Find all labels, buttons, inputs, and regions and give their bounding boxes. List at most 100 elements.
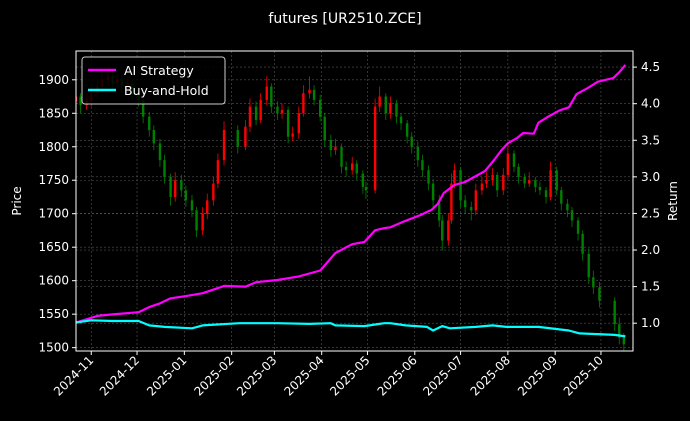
- x-tick-label: 2025-06: [375, 353, 420, 398]
- candle-body: [431, 183, 435, 201]
- candle-body: [361, 173, 365, 187]
- series-line-ai-strategy: [76, 64, 627, 324]
- candle-body: [480, 183, 484, 191]
- candle-body: [302, 93, 305, 114]
- x-tick-label: 2025-07: [420, 353, 465, 398]
- candle-body: [463, 200, 467, 208]
- x-tick-label: 2025-02: [191, 353, 236, 398]
- candle-body: [421, 160, 424, 171]
- candle-body: [195, 210, 198, 231]
- candle-body: [329, 140, 333, 151]
- return-lines: [76, 64, 627, 338]
- x-tick-label: 2025-01: [144, 353, 189, 398]
- candle-body: [323, 116, 326, 141]
- candle-body: [308, 89, 311, 94]
- candle-body: [470, 207, 473, 211]
- candle-body: [447, 220, 450, 241]
- y-left-tick-label: 1800: [38, 140, 69, 154]
- candle-body: [592, 277, 595, 288]
- candle-body: [544, 190, 548, 197]
- y-right-tick-label: 2.0: [641, 243, 660, 257]
- candle-body: [528, 180, 531, 184]
- x-tick-label: 2025-10: [561, 353, 606, 398]
- candle-body: [450, 183, 453, 221]
- candle-body: [405, 123, 409, 137]
- candle-body: [148, 116, 151, 131]
- candle-body: [201, 213, 204, 231]
- candle-body: [79, 96, 82, 106]
- candle-body: [259, 99, 262, 120]
- candle-body: [506, 153, 510, 175]
- candle-body: [437, 200, 441, 221]
- candle-body: [351, 163, 354, 171]
- candle-body: [212, 183, 215, 201]
- candle-body: [270, 86, 273, 107]
- x-tick-label: 2024-11: [51, 353, 96, 398]
- candle-body: [280, 109, 284, 114]
- candle-body: [355, 163, 358, 174]
- x-tick-label: 2025-04: [281, 353, 326, 398]
- y-right-tick-label: 3.5: [641, 133, 660, 147]
- y-right-tick-label: 2.5: [641, 206, 660, 220]
- y-right-tick-label: 1.0: [641, 316, 660, 330]
- candle-body: [427, 170, 430, 184]
- candle-body: [344, 166, 348, 171]
- candle-body: [560, 190, 563, 204]
- candle-body: [236, 130, 239, 147]
- candle-body: [158, 143, 162, 161]
- candle-body: [613, 300, 616, 325]
- candle-body: [555, 170, 558, 191]
- candle-body: [216, 160, 220, 184]
- y-left-tick-label: 1900: [38, 73, 69, 87]
- candle-body: [141, 99, 145, 117]
- candle-body: [173, 180, 177, 197]
- candle-body: [152, 130, 156, 144]
- candle-body: [378, 96, 381, 107]
- candle-body: [410, 136, 413, 147]
- candle-body: [512, 153, 516, 167]
- candle-body: [459, 170, 462, 201]
- series-line-buy-and-hold: [76, 319, 626, 338]
- candle-body: [265, 86, 268, 100]
- candle-body: [581, 233, 584, 254]
- candle-body: [244, 126, 247, 147]
- y-axis-right-label: Return: [666, 181, 680, 221]
- plot-frame: [75, 50, 634, 352]
- candle-body: [399, 116, 403, 124]
- candle-body: [254, 106, 258, 120]
- candle-body: [206, 200, 209, 214]
- y-left-tick-label: 1700: [38, 207, 69, 221]
- candle-body: [276, 106, 279, 114]
- candle-body: [163, 160, 166, 177]
- x-tick-label: 2024-12: [97, 353, 142, 398]
- candle-body: [384, 96, 387, 114]
- candle-body: [570, 210, 574, 221]
- x-tick-label: 2025-03: [234, 353, 279, 398]
- y-right-tick-label: 3.0: [641, 170, 660, 184]
- y-left-tick-label: 1850: [38, 106, 69, 120]
- candle-body: [318, 99, 322, 117]
- candles: [76, 67, 626, 351]
- x-tick-label: 2025-05: [327, 353, 372, 398]
- y-right-tick-label: 4.5: [641, 60, 660, 74]
- y-left-tick-label: 1750: [38, 173, 69, 187]
- candle-body: [395, 103, 398, 117]
- candle-body: [491, 174, 494, 181]
- candle-body: [286, 109, 290, 137]
- x-tick-label: 2025-08: [468, 353, 513, 398]
- candle-body: [248, 106, 252, 127]
- y-left-tick-label: 1600: [38, 274, 69, 288]
- candle-body: [538, 186, 542, 191]
- candle-body: [485, 180, 488, 184]
- y-left-tick-label: 1500: [38, 341, 69, 355]
- candle-body: [373, 106, 377, 191]
- legend: AI Strategy Buy-and-Hold: [81, 56, 226, 105]
- y-left-tick-label: 1550: [38, 307, 69, 321]
- candle-body: [566, 203, 569, 211]
- candle-body: [190, 200, 194, 211]
- candle-body: [222, 130, 226, 161]
- y-axis-left-label: Price: [10, 186, 24, 215]
- legend-label-buy-and-hold: Buy-and-Hold: [124, 83, 209, 98]
- candle-body: [169, 176, 172, 197]
